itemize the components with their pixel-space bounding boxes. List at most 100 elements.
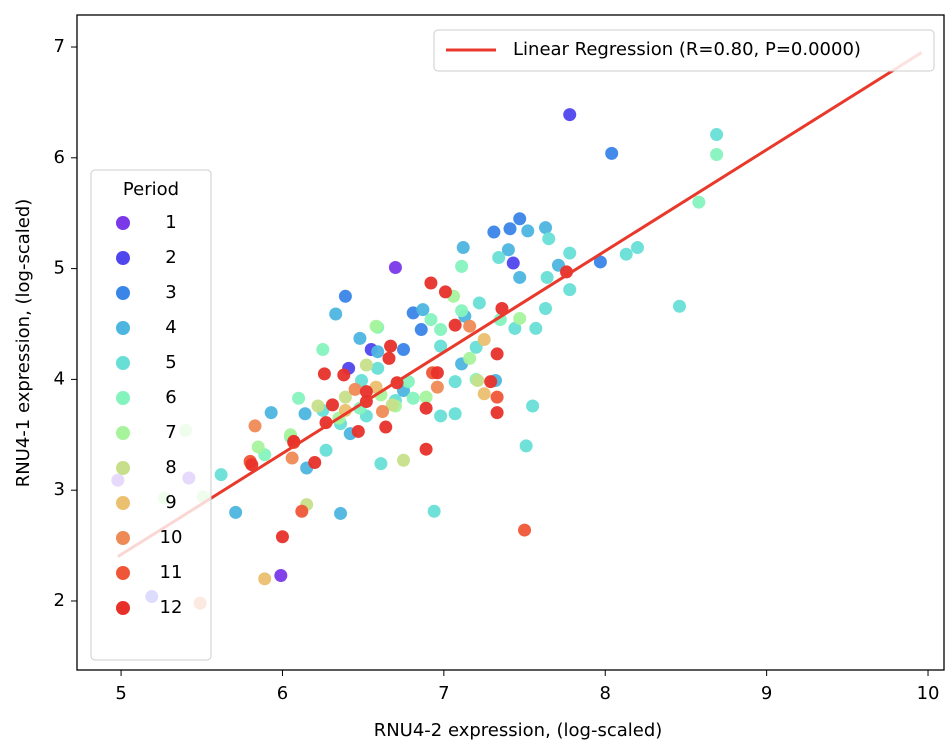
point	[419, 442, 433, 456]
legend-label: 11	[160, 562, 183, 583]
legend-label: 4	[165, 317, 176, 338]
point	[492, 251, 506, 265]
point	[285, 451, 299, 465]
point	[295, 504, 309, 518]
point	[672, 299, 686, 313]
point	[416, 303, 430, 317]
legend-marker	[116, 286, 130, 300]
point	[351, 424, 365, 438]
y-tick-label: 2	[54, 590, 65, 611]
legend-marker	[116, 566, 130, 580]
point	[338, 289, 352, 303]
regression-legend-label: Linear Regression (R=0.80, P=0.0000)	[513, 39, 861, 60]
point	[384, 339, 398, 353]
y-axis-label: RNU4-1 expression, (log-scaled)	[13, 199, 34, 488]
point	[495, 301, 509, 315]
legend-marker	[116, 601, 130, 615]
point	[424, 313, 438, 327]
point	[463, 319, 477, 333]
point	[434, 323, 448, 337]
legend-marker	[116, 461, 130, 475]
point	[316, 342, 330, 356]
point	[430, 380, 444, 394]
point	[264, 406, 278, 420]
point	[424, 276, 438, 290]
point	[539, 221, 553, 235]
point	[251, 440, 265, 454]
point	[710, 128, 724, 142]
point	[374, 457, 388, 471]
point	[477, 333, 491, 347]
y-tick-label: 3	[54, 479, 65, 500]
point	[319, 416, 333, 430]
point	[308, 455, 322, 469]
point	[388, 260, 402, 274]
y-tick-label: 4	[54, 368, 65, 389]
regression-legend-box	[433, 29, 935, 72]
point	[471, 374, 485, 388]
point	[484, 375, 498, 389]
point	[292, 391, 306, 405]
legend-label: 5	[165, 352, 176, 373]
point	[563, 108, 577, 122]
point	[506, 256, 520, 270]
point	[521, 224, 535, 238]
legend-marker	[116, 496, 130, 510]
point	[369, 319, 383, 333]
point	[427, 504, 441, 518]
point	[245, 458, 259, 472]
legend-marker	[116, 321, 130, 335]
point	[338, 390, 352, 404]
point	[369, 380, 383, 394]
point	[455, 259, 469, 273]
point	[692, 195, 706, 209]
point	[539, 301, 553, 315]
point	[519, 439, 533, 453]
point	[298, 407, 312, 421]
x-tick-label: 5	[115, 683, 126, 704]
legend-label: 7	[165, 422, 176, 443]
point	[448, 318, 462, 332]
point	[359, 385, 373, 399]
point	[396, 453, 410, 467]
y-tick-label: 7	[54, 36, 65, 57]
point	[508, 321, 522, 335]
point	[526, 399, 540, 413]
point	[448, 375, 462, 389]
legend-marker	[116, 391, 130, 405]
point	[529, 321, 543, 335]
x-tick-label: 7	[438, 683, 449, 704]
point	[434, 339, 448, 353]
legend-label: 2	[165, 247, 176, 268]
x-tick-label: 8	[600, 683, 611, 704]
legend-marker	[116, 251, 130, 265]
point	[371, 361, 385, 375]
point	[472, 296, 486, 310]
point	[619, 247, 633, 261]
point	[503, 222, 517, 236]
point	[434, 409, 448, 423]
point	[396, 342, 410, 356]
point	[490, 406, 504, 420]
legend-label: 8	[165, 457, 176, 478]
point	[317, 367, 331, 381]
y-tick-label: 5	[54, 258, 65, 279]
regression-line	[117, 51, 923, 558]
legend-marker	[116, 531, 130, 545]
point	[348, 382, 362, 396]
legend-label: 12	[160, 597, 183, 618]
point	[359, 358, 373, 372]
x-tick-label: 6	[277, 683, 288, 704]
point	[379, 420, 393, 434]
legend-label: 9	[165, 492, 176, 513]
point	[229, 505, 243, 519]
point	[501, 243, 515, 257]
point	[540, 270, 554, 284]
point	[456, 241, 470, 255]
point	[376, 405, 390, 419]
point	[563, 246, 577, 260]
point	[560, 265, 574, 279]
point	[513, 270, 527, 284]
legend-box	[90, 169, 212, 661]
point	[338, 403, 352, 417]
